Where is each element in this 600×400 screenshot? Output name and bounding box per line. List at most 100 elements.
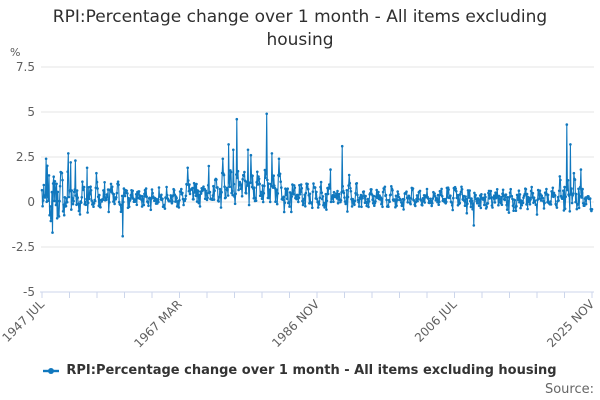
series-point bbox=[275, 188, 278, 191]
series-point bbox=[426, 197, 430, 200]
series-point bbox=[297, 196, 301, 199]
series-point bbox=[244, 192, 248, 195]
series-point bbox=[510, 194, 514, 198]
series-point bbox=[366, 197, 370, 201]
series-point bbox=[265, 112, 269, 116]
series-point bbox=[212, 198, 216, 201]
source-label: Source: bbox=[544, 382, 594, 397]
series-point bbox=[142, 203, 146, 207]
series-point bbox=[450, 201, 453, 204]
series-point bbox=[222, 173, 226, 177]
series-point bbox=[259, 190, 263, 194]
series-point bbox=[92, 205, 95, 208]
series-point bbox=[439, 190, 443, 193]
series-point bbox=[495, 194, 498, 197]
series-point bbox=[517, 189, 521, 192]
series-point bbox=[206, 184, 210, 187]
series-point bbox=[323, 206, 326, 209]
series-point bbox=[298, 192, 302, 196]
series-point bbox=[90, 199, 93, 202]
series-point bbox=[50, 190, 54, 194]
series-point bbox=[149, 208, 153, 212]
series-point bbox=[208, 190, 212, 194]
series-point bbox=[264, 172, 268, 176]
series-point bbox=[428, 201, 432, 205]
series-point bbox=[46, 164, 49, 168]
series-point bbox=[301, 199, 304, 203]
series-point bbox=[47, 199, 50, 202]
series-point bbox=[458, 201, 462, 205]
series-point bbox=[355, 182, 359, 185]
series-point bbox=[134, 198, 137, 202]
series-point bbox=[85, 166, 89, 170]
series-point bbox=[512, 209, 515, 212]
series-point bbox=[122, 200, 125, 204]
series-point bbox=[577, 206, 581, 210]
series-point bbox=[557, 199, 560, 202]
series-point bbox=[157, 200, 160, 204]
series-line bbox=[41, 113, 593, 237]
series-point bbox=[479, 206, 483, 210]
series-point bbox=[335, 197, 339, 200]
series-point bbox=[383, 188, 386, 191]
series-point bbox=[122, 187, 126, 190]
series-point bbox=[275, 202, 279, 206]
series-point bbox=[65, 197, 68, 200]
series-point bbox=[302, 202, 305, 205]
series-point bbox=[322, 201, 326, 205]
series-point bbox=[414, 204, 417, 208]
series-point bbox=[300, 187, 304, 190]
series-point bbox=[233, 195, 236, 198]
series-point bbox=[81, 180, 84, 183]
series-point bbox=[486, 202, 490, 205]
series-point bbox=[299, 183, 303, 186]
series-point bbox=[184, 194, 188, 198]
series-point bbox=[117, 200, 121, 204]
series-point bbox=[381, 205, 384, 209]
series-point bbox=[533, 199, 537, 202]
series-point bbox=[384, 193, 388, 197]
series-point bbox=[353, 199, 357, 203]
series-point bbox=[264, 176, 267, 180]
series-point bbox=[194, 194, 198, 198]
series-point bbox=[471, 202, 475, 205]
legend-label: RPI:Percentage change over 1 month - All… bbox=[66, 363, 557, 378]
series-point bbox=[66, 170, 69, 173]
series-point bbox=[489, 189, 493, 193]
series-point bbox=[440, 194, 444, 198]
series-point bbox=[445, 200, 448, 204]
series-point bbox=[518, 200, 521, 204]
series-point bbox=[523, 192, 526, 196]
series-point bbox=[452, 196, 455, 200]
series-point bbox=[227, 143, 230, 146]
series-point bbox=[564, 195, 567, 198]
series-point bbox=[530, 185, 533, 189]
series-point bbox=[467, 196, 471, 199]
series-point bbox=[342, 191, 346, 195]
series-point bbox=[47, 174, 51, 177]
series-point bbox=[385, 198, 388, 202]
series-point bbox=[176, 203, 179, 207]
series-point bbox=[511, 204, 515, 207]
series-point bbox=[93, 199, 97, 203]
series-point bbox=[69, 161, 72, 164]
series-point bbox=[581, 202, 585, 205]
series-point bbox=[532, 196, 536, 199]
series-point bbox=[431, 202, 434, 205]
series-point bbox=[225, 186, 229, 190]
series-point bbox=[473, 191, 476, 195]
series-point bbox=[316, 206, 320, 209]
series-point bbox=[337, 192, 341, 196]
legend-item-rpi[interactable]: RPI:Percentage change over 1 month - All… bbox=[43, 363, 557, 378]
series-point bbox=[345, 200, 348, 204]
series-point bbox=[393, 198, 397, 202]
series-point bbox=[572, 192, 575, 195]
series-point bbox=[430, 204, 434, 208]
series-point bbox=[565, 186, 568, 189]
series-point bbox=[468, 189, 472, 192]
series-point bbox=[212, 184, 215, 188]
series-point bbox=[460, 185, 463, 189]
series-point bbox=[323, 204, 327, 207]
series-point bbox=[113, 202, 116, 206]
series-point bbox=[436, 193, 440, 197]
